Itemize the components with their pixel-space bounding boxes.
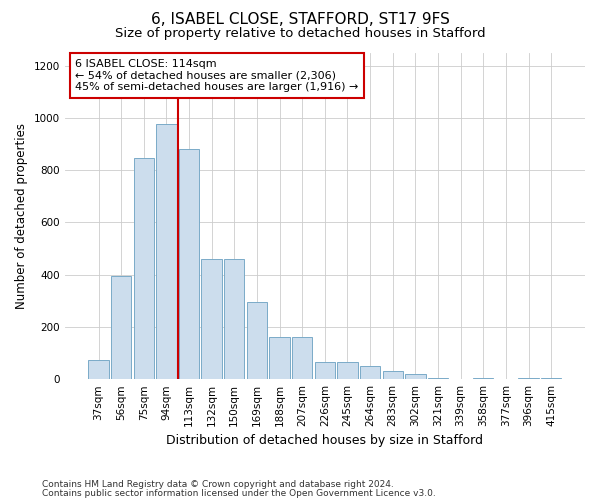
Text: 6, ISABEL CLOSE, STAFFORD, ST17 9FS: 6, ISABEL CLOSE, STAFFORD, ST17 9FS — [151, 12, 449, 28]
Bar — [111, 276, 131, 379]
Text: Contains public sector information licensed under the Open Government Licence v3: Contains public sector information licen… — [42, 490, 436, 498]
Bar — [202, 259, 222, 379]
Bar — [383, 372, 403, 379]
Text: 6 ISABEL CLOSE: 114sqm
← 54% of detached houses are smaller (2,306)
45% of semi-: 6 ISABEL CLOSE: 114sqm ← 54% of detached… — [75, 59, 358, 92]
Bar — [473, 378, 493, 379]
Bar — [156, 124, 176, 379]
Text: Contains HM Land Registry data © Crown copyright and database right 2024.: Contains HM Land Registry data © Crown c… — [42, 480, 394, 489]
Bar — [179, 149, 199, 379]
Bar — [518, 378, 539, 379]
X-axis label: Distribution of detached houses by size in Stafford: Distribution of detached houses by size … — [166, 434, 484, 448]
Bar — [88, 360, 109, 379]
Bar — [360, 366, 380, 379]
Bar — [269, 338, 290, 379]
Bar — [405, 374, 425, 379]
Y-axis label: Number of detached properties: Number of detached properties — [15, 123, 28, 309]
Bar — [247, 302, 267, 379]
Bar — [314, 362, 335, 379]
Bar — [541, 378, 562, 379]
Bar — [292, 338, 313, 379]
Bar — [224, 259, 244, 379]
Bar — [337, 362, 358, 379]
Text: Size of property relative to detached houses in Stafford: Size of property relative to detached ho… — [115, 28, 485, 40]
Bar — [428, 378, 448, 379]
Bar — [134, 158, 154, 379]
